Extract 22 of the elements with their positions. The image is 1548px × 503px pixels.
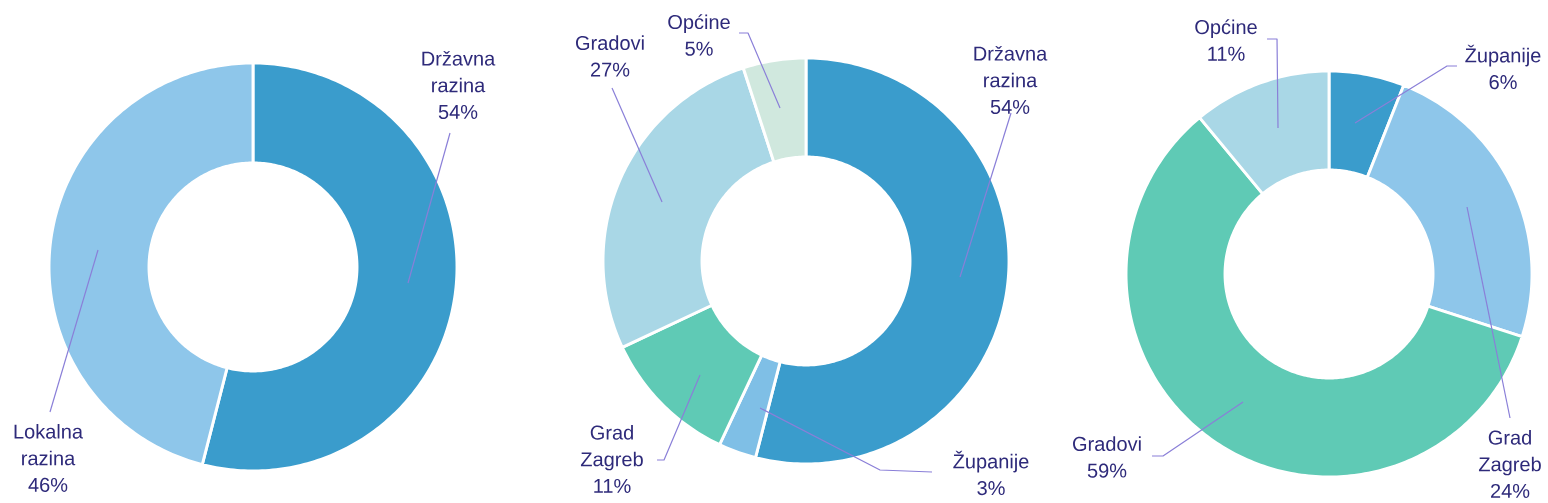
slice-label: Općine	[668, 14, 730, 34]
data-label: 11%	[594, 478, 631, 493]
slice-label: Državna razina	[422, 50, 496, 93]
data-label: 54%	[990, 99, 1030, 115]
data-label: 5%	[685, 41, 713, 56]
data-label: 11%	[1208, 46, 1245, 61]
data-label: 59%	[1087, 463, 1127, 478]
slice-label: Županije	[953, 450, 1029, 473]
slice-label: Grad Zagreb	[1478, 430, 1541, 476]
slice-label: Grad Zagreb	[580, 425, 643, 471]
data-label: 6%	[1489, 75, 1517, 90]
data-label: 3%	[977, 481, 1005, 496]
slice-label: Gradovi	[1073, 436, 1141, 451]
slice-label: Državna razina	[974, 45, 1048, 88]
slice-label: Gradovi	[576, 35, 644, 51]
slice-label: Lokalna razina	[14, 423, 84, 466]
slice-label: Općine	[1195, 19, 1257, 39]
data-label: 46%	[28, 477, 68, 492]
slice-label: Županije	[1465, 44, 1541, 67]
data-label: 24%	[1491, 483, 1530, 498]
data-label: 27%	[591, 62, 630, 77]
data-label: 54%	[438, 104, 478, 120]
